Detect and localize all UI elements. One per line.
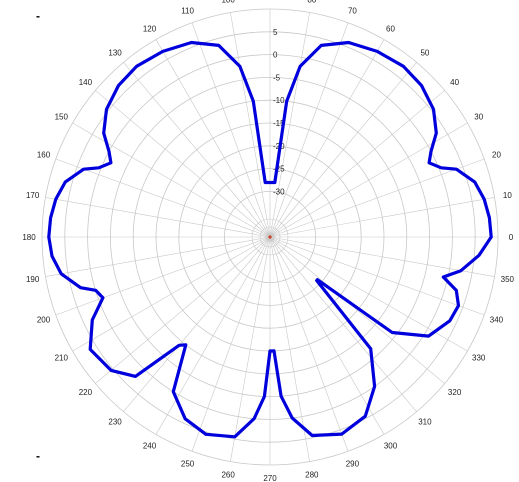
grid-spoke bbox=[55, 158, 271, 238]
grid-spoke bbox=[230, 12, 271, 238]
grid-spoke bbox=[45, 236, 271, 277]
angle-tick-label: 250 bbox=[181, 459, 195, 468]
grid-spoke bbox=[123, 62, 271, 238]
angle-tick-label: 0 bbox=[509, 233, 514, 242]
radial-tick-label: 0 bbox=[273, 51, 278, 60]
grid-spoke bbox=[95, 236, 271, 384]
angle-tick-label: 30 bbox=[474, 113, 483, 122]
grid-spoke bbox=[269, 62, 417, 238]
corner-mark-bottom-left: - bbox=[36, 449, 40, 463]
angle-tick-label: 60 bbox=[386, 24, 395, 33]
radial-tick-label: -10 bbox=[273, 96, 285, 105]
angle-tick-label: 20 bbox=[492, 151, 501, 160]
radial-tick-label: 5 bbox=[273, 28, 278, 37]
grid-spoke bbox=[269, 39, 385, 238]
angle-tick-label: 70 bbox=[348, 7, 357, 16]
angle-tick-label: 200 bbox=[37, 315, 51, 324]
angle-tick-label: 80 bbox=[307, 0, 316, 5]
angle-tick-label: 330 bbox=[472, 354, 486, 363]
angle-tick-label: 100 bbox=[221, 0, 235, 5]
grid-spoke bbox=[269, 236, 385, 435]
grid-spoke bbox=[269, 90, 445, 238]
polar-grid bbox=[41, 8, 499, 466]
angle-tick-label: 40 bbox=[450, 78, 459, 87]
angle-tick-label: 50 bbox=[420, 48, 429, 57]
angle-tick-label: 10 bbox=[503, 191, 512, 200]
angle-tick-label: 340 bbox=[490, 315, 504, 324]
grid-spoke bbox=[123, 236, 271, 412]
angle-tick-label: 180 bbox=[22, 233, 36, 242]
angle-tick-label: 290 bbox=[346, 459, 360, 468]
grid-spoke bbox=[269, 236, 310, 462]
grid-spoke bbox=[72, 122, 271, 238]
corner-mark-top-left: - bbox=[36, 9, 40, 23]
radial-tick-label: -15 bbox=[273, 119, 285, 128]
grid-spoke bbox=[230, 236, 271, 462]
grid-spoke bbox=[191, 236, 271, 452]
angle-tick-label: 280 bbox=[305, 470, 319, 479]
grid-spoke bbox=[269, 236, 417, 412]
grid-spoke bbox=[269, 236, 468, 352]
grid-spoke bbox=[55, 236, 271, 316]
angle-tick-label: 350 bbox=[501, 275, 515, 284]
angle-tick-label: 160 bbox=[37, 151, 51, 160]
data-series bbox=[47, 40, 493, 439]
angle-tick-label: 150 bbox=[55, 113, 69, 122]
grid-spoke bbox=[269, 236, 445, 384]
angle-tick-label: 120 bbox=[143, 24, 157, 33]
radial-tick-labels: -30-25-20-15-10-505 bbox=[273, 28, 285, 197]
angle-tick-label: 320 bbox=[448, 388, 462, 397]
angle-tick-label: 310 bbox=[418, 418, 432, 427]
grid-spoke bbox=[269, 22, 349, 238]
radial-tick-label: -5 bbox=[273, 73, 281, 82]
angle-tick-label: 230 bbox=[108, 418, 122, 427]
angle-tick-label: 130 bbox=[108, 48, 122, 57]
angle-tick-label: 300 bbox=[384, 442, 398, 451]
grid-spoke bbox=[269, 122, 468, 238]
series-line bbox=[47, 40, 493, 439]
angle-tick-label: 170 bbox=[26, 191, 40, 200]
grid-spoke bbox=[269, 236, 349, 452]
grid-spoke bbox=[269, 197, 495, 238]
grid-spoke bbox=[191, 22, 271, 238]
radial-tick-label: -25 bbox=[273, 165, 285, 174]
angle-tick-label: 140 bbox=[79, 78, 93, 87]
angle-tick-label: 260 bbox=[221, 470, 235, 479]
grid-spoke bbox=[155, 39, 271, 238]
angle-tick-label: 190 bbox=[26, 275, 40, 284]
radial-tick-label: -30 bbox=[273, 187, 285, 196]
grid-spoke bbox=[155, 236, 271, 435]
angle-tick-label: 240 bbox=[143, 442, 157, 451]
grid-spoke bbox=[269, 236, 495, 277]
grid-spoke bbox=[45, 197, 271, 238]
grid-spoke bbox=[269, 236, 485, 316]
grid-spoke bbox=[72, 236, 271, 352]
angle-tick-label: 90 bbox=[266, 0, 275, 1]
angle-tick-label: 110 bbox=[181, 7, 194, 16]
angle-tick-label: 210 bbox=[55, 354, 69, 363]
grid-spoke bbox=[95, 90, 271, 238]
grid-spoke bbox=[269, 12, 310, 238]
angle-tick-labels: 0102030405060708090100110120130140150160… bbox=[22, 0, 514, 482]
angle-tick-label: 270 bbox=[263, 474, 277, 482]
angle-tick-label: 220 bbox=[79, 388, 93, 397]
grid-spoke bbox=[269, 158, 485, 238]
